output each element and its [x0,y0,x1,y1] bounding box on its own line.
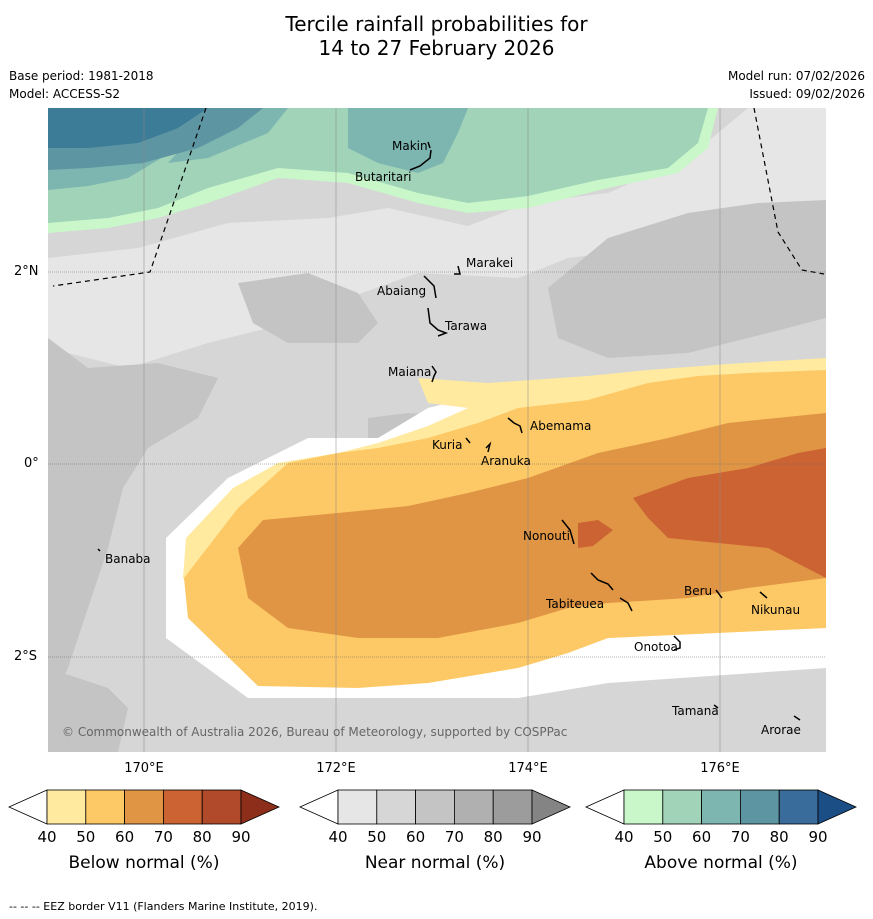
near-normal-60-70-central [238,273,378,343]
below-colorbar-segment [201,789,242,825]
above-colorbar-tick: 60 [692,828,712,846]
above-normal-60-70-makin [348,108,468,173]
lat-label-2n: 2°N [14,264,39,279]
near-normal-60-70-southwest [48,668,128,752]
title-line-1: Tercile rainfall probabilities for [285,12,588,36]
place-abaiang: Abaiang [377,284,427,298]
near-colorbar-tick: 80 [483,828,503,846]
above-colorbar-segment [623,789,664,825]
below-colorbar-tick: 70 [153,828,173,846]
below-colorbar-segment [85,789,126,825]
place-nikunau: Nikunau [751,603,801,617]
place-maiana: Maiana [388,365,432,379]
near-colorbar-tick: 50 [367,828,387,846]
model-name: Model: ACCESS-S2 [9,87,121,101]
near-normal-60-70-west [48,338,218,708]
below-normal-70-80-nonouti [578,520,613,548]
latitude-gridlines [48,271,826,658]
probability-map: Makin Butaritari Marakei Abaiang Tarawa … [48,108,826,752]
above-colorbar-tick: 70 [730,828,750,846]
below-colorbar-tick: 60 [115,828,135,846]
map-canvas [48,108,826,752]
near-colorbar-segment [492,789,533,825]
map-title: Tercile rainfall probabilities for 14 to… [0,12,873,60]
issued-date: Issued: 09/02/2026 [749,87,865,101]
above-normal-label: Above normal (%) [644,853,798,873]
above-colorbar-segment [740,789,780,825]
colorbar-below-normal [8,789,280,825]
place-kuria: Kuria [432,438,463,452]
above-colorbar-segment [701,789,741,825]
place-marakei: Marakei [466,256,514,270]
near-normal-label: Near normal (%) [364,853,506,873]
model-run: Model run: 07/02/2026 [727,69,865,83]
below-normal-label: Below normal (%) [68,853,220,873]
lat-label-0: 0° [24,456,39,471]
near-colorbar-segment [415,789,455,825]
place-arorae: Arorae [761,723,801,737]
below-colorbar-segment [162,789,203,825]
below-normal-60-70-region [238,413,826,638]
below-colorbar-tick: 90 [231,828,251,846]
place-butaritari: Butaritari [355,170,412,184]
above-colorbar-tick: 40 [614,828,634,846]
below-colorbar-segment [46,789,87,825]
eez-footer-note: -- -- -- EEZ border V11 (Flanders Marine… [9,900,318,913]
near-colorbar-segment [453,789,494,825]
colorbars [8,789,857,825]
above-normal-80-region [48,108,208,148]
title-line-2: 14 to 27 February 2026 [318,36,555,60]
place-aranuka: Aranuka [481,454,531,468]
place-onotoa: Onotoa [634,640,678,654]
place-banaba: Banaba [105,552,151,566]
near-colorbar-high-extend [531,789,571,825]
below-colorbar-tick: 80 [192,828,212,846]
below-normal-70-80-region [633,448,826,578]
near-colorbar-tick: 40 [328,828,348,846]
above-colorbar-tick: 90 [808,828,828,846]
below-colorbar-low-extend [8,789,48,825]
eez-border [52,108,825,287]
meta-left: Base period: 1981-2018 Model: ACCESS-S2 [9,67,154,103]
base-period: Base period: 1981-2018 [9,69,154,83]
above-colorbar-segment [662,789,702,825]
place-nonouti: Nonouti [523,529,570,543]
colorbar-above-normal [585,789,857,825]
near-colorbar-tick: 70 [444,828,464,846]
place-abemama: Abemama [530,419,592,433]
above-colorbar-tick: 50 [653,828,673,846]
copyright-notice: © Commonwealth of Australia 2026, Bureau… [62,725,568,739]
lon-label-170e: 170°E [124,761,164,776]
above-colorbar-segment [778,789,819,825]
near-colorbar-segment [376,789,416,825]
above-colorbar-tick: 80 [769,828,789,846]
above-colorbar-low-extend [585,789,625,825]
longitude-gridlines [143,108,721,752]
below-colorbar-segment [124,789,164,825]
lon-label-172e: 172°E [316,761,356,776]
place-makin: Makin [392,139,428,153]
below-colorbar-tick: 50 [76,828,96,846]
near-colorbar-segment [337,789,378,825]
lat-label-2s: 2°S [14,649,38,664]
near-normal-60-70-east [548,200,826,358]
above-colorbar-high-extend [817,789,857,825]
near-colorbar-tick: 90 [522,828,542,846]
place-tabiteuea: Tabiteuea [546,597,605,611]
near-colorbar-tick: 60 [406,828,426,846]
meta-right: Model run: 07/02/2026 Issued: 09/02/2026 [728,67,865,103]
place-beru: Beru [684,584,713,598]
near-colorbar-low-extend [299,789,339,825]
place-tamana: Tamana [672,704,719,718]
lon-label-176e: 176°E [700,761,740,776]
place-tarawa: Tarawa [445,319,488,333]
lon-label-174e: 174°E [508,761,548,776]
colorbar-near-normal [299,789,571,825]
near-normal-40-50-band [48,108,826,368]
above-normal-60-70-strip [168,108,288,163]
below-colorbar-high-extend [240,789,280,825]
below-colorbar-tick: 40 [37,828,57,846]
island-shapes [97,141,801,721]
